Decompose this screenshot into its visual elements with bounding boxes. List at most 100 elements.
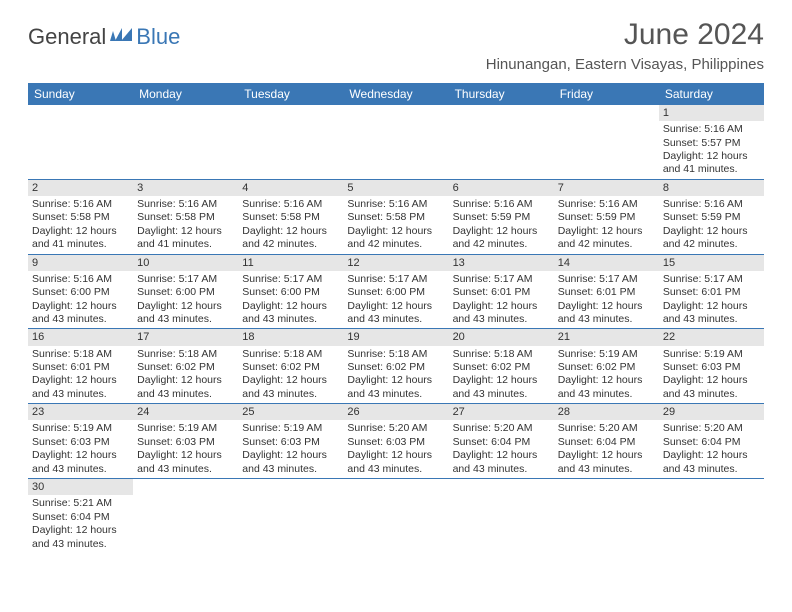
day-line-d2: and 43 minutes. [32, 463, 129, 476]
day-info: Sunrise: 5:18 AMSunset: 6:01 PMDaylight:… [28, 348, 133, 404]
day-number: 4 [238, 180, 343, 196]
day-line-sr: Sunrise: 5:18 AM [32, 348, 129, 361]
day-line-d1: Daylight: 12 hours [558, 300, 655, 313]
day-line-ss: Sunset: 6:04 PM [558, 436, 655, 449]
calendar-empty [238, 479, 343, 553]
day-line-d1: Daylight: 12 hours [242, 225, 339, 238]
calendar-day: 1Sunrise: 5:16 AMSunset: 5:57 PMDaylight… [659, 105, 764, 179]
day-line-ss: Sunset: 6:02 PM [347, 361, 444, 374]
day-line-ss: Sunset: 5:58 PM [347, 211, 444, 224]
day-line-d1: Daylight: 12 hours [663, 225, 760, 238]
day-line-ss: Sunset: 6:02 PM [242, 361, 339, 374]
day-line-ss: Sunset: 6:02 PM [453, 361, 550, 374]
day-line-d1: Daylight: 12 hours [558, 449, 655, 462]
day-line-sr: Sunrise: 5:19 AM [663, 348, 760, 361]
day-info: Sunrise: 5:17 AMSunset: 6:00 PMDaylight:… [133, 273, 238, 329]
calendar-empty [343, 479, 448, 553]
day-number: 26 [343, 404, 448, 420]
day-line-sr: Sunrise: 5:17 AM [242, 273, 339, 286]
calendar-page: General Blue June 2024 Hinunangan, Easte… [0, 0, 792, 571]
flag-icon [110, 28, 134, 46]
calendar-empty [28, 105, 133, 179]
day-line-ss: Sunset: 5:58 PM [137, 211, 234, 224]
calendar-day: 19Sunrise: 5:18 AMSunset: 6:02 PMDayligh… [343, 329, 448, 404]
day-line-d2: and 43 minutes. [453, 388, 550, 401]
day-number: 8 [659, 180, 764, 196]
weekday-header: Tuesday [238, 83, 343, 105]
day-line-d2: and 43 minutes. [453, 463, 550, 476]
day-line-d2: and 43 minutes. [137, 313, 234, 326]
day-line-d2: and 43 minutes. [453, 313, 550, 326]
day-number: 18 [238, 329, 343, 345]
day-line-d1: Daylight: 12 hours [347, 300, 444, 313]
calendar-day: 5Sunrise: 5:16 AMSunset: 5:58 PMDaylight… [343, 179, 448, 254]
day-line-ss: Sunset: 6:02 PM [137, 361, 234, 374]
calendar-week: 2Sunrise: 5:16 AMSunset: 5:58 PMDaylight… [28, 179, 764, 254]
day-line-sr: Sunrise: 5:19 AM [558, 348, 655, 361]
day-line-sr: Sunrise: 5:20 AM [347, 422, 444, 435]
day-number: 5 [343, 180, 448, 196]
day-line-sr: Sunrise: 5:21 AM [32, 497, 129, 510]
day-number: 10 [133, 255, 238, 271]
day-line-d1: Daylight: 12 hours [32, 225, 129, 238]
calendar-day: 11Sunrise: 5:17 AMSunset: 6:00 PMDayligh… [238, 254, 343, 329]
day-line-sr: Sunrise: 5:16 AM [558, 198, 655, 211]
day-info: Sunrise: 5:17 AMSunset: 6:01 PMDaylight:… [449, 273, 554, 329]
day-line-ss: Sunset: 6:04 PM [453, 436, 550, 449]
day-number: 19 [343, 329, 448, 345]
calendar-day: 6Sunrise: 5:16 AMSunset: 5:59 PMDaylight… [449, 179, 554, 254]
day-line-sr: Sunrise: 5:17 AM [558, 273, 655, 286]
calendar-day: 25Sunrise: 5:19 AMSunset: 6:03 PMDayligh… [238, 404, 343, 479]
day-line-d2: and 43 minutes. [558, 463, 655, 476]
calendar-day: 8 Sunrise: 5:16 AMSunset: 5:59 PMDaylight… [659, 179, 764, 254]
day-line-sr: Sunrise: 5:16 AM [663, 198, 760, 211]
day-line-sr: Sunrise: 5:16 AM [242, 198, 339, 211]
calendar-empty [343, 105, 448, 179]
day-line-d2: and 43 minutes. [347, 313, 444, 326]
day-line-d2: and 42 minutes. [663, 238, 760, 251]
calendar-empty [554, 479, 659, 553]
day-line-sr: Sunrise: 5:20 AM [558, 422, 655, 435]
day-number: 6 [449, 180, 554, 196]
day-info: Sunrise: 5:19 AMSunset: 6:02 PMDaylight:… [554, 348, 659, 404]
day-number: 15 [659, 255, 764, 271]
day-info: Sunrise: 5:18 AMSunset: 6:02 PMDaylight:… [238, 348, 343, 404]
logo-text-general: General [28, 24, 106, 50]
page-title: June 2024 [486, 18, 764, 52]
day-line-d1: Daylight: 12 hours [242, 374, 339, 387]
day-info: Sunrise: 5:19 AMSunset: 6:03 PMDaylight:… [238, 422, 343, 478]
day-line-d1: Daylight: 12 hours [558, 225, 655, 238]
calendar-day: 20Sunrise: 5:18 AMSunset: 6:02 PMDayligh… [449, 329, 554, 404]
day-info: Sunrise: 5:16 AMSunset: 6:00 PMDaylight:… [28, 273, 133, 329]
day-line-d2: and 43 minutes. [663, 388, 760, 401]
day-line-d2: and 41 minutes. [137, 238, 234, 251]
day-line-d2: and 43 minutes. [242, 463, 339, 476]
calendar-day: 18 Sunrise: 5:18 AMSunset: 6:02 PMDayligh… [238, 329, 343, 404]
day-line-ss: Sunset: 5:59 PM [663, 211, 760, 224]
day-number: 27 [449, 404, 554, 420]
day-line-d2: and 43 minutes. [137, 388, 234, 401]
day-line-sr: Sunrise: 5:17 AM [347, 273, 444, 286]
day-line-ss: Sunset: 5:59 PM [558, 211, 655, 224]
day-line-ss: Sunset: 6:04 PM [663, 436, 760, 449]
day-number: 24 [133, 404, 238, 420]
day-number: 11 [238, 255, 343, 271]
calendar-day: 23Sunrise: 5:19 AMSunset: 6:03 PMDayligh… [28, 404, 133, 479]
day-line-d2: and 41 minutes. [663, 163, 760, 176]
calendar-day: 3Sunrise: 5:16 AMSunset: 5:58 PMDaylight… [133, 179, 238, 254]
day-info: Sunrise: 5:20 AMSunset: 6:04 PMDaylight:… [449, 422, 554, 478]
header: General Blue June 2024 Hinunangan, Easte… [28, 18, 764, 73]
day-line-d2: and 43 minutes. [558, 313, 655, 326]
day-line-sr: Sunrise: 5:19 AM [32, 422, 129, 435]
day-line-sr: Sunrise: 5:19 AM [242, 422, 339, 435]
day-line-sr: Sunrise: 5:17 AM [137, 273, 234, 286]
day-line-d1: Daylight: 12 hours [137, 225, 234, 238]
day-line-d1: Daylight: 12 hours [347, 449, 444, 462]
calendar-empty [238, 105, 343, 179]
day-line-d2: and 43 minutes. [137, 463, 234, 476]
weekday-header: Wednesday [343, 83, 448, 105]
calendar-week: 1Sunrise: 5:16 AMSunset: 5:57 PMDaylight… [28, 105, 764, 179]
weekday-header: Friday [554, 83, 659, 105]
day-number: 29 [659, 404, 764, 420]
weekday-header: Saturday [659, 83, 764, 105]
